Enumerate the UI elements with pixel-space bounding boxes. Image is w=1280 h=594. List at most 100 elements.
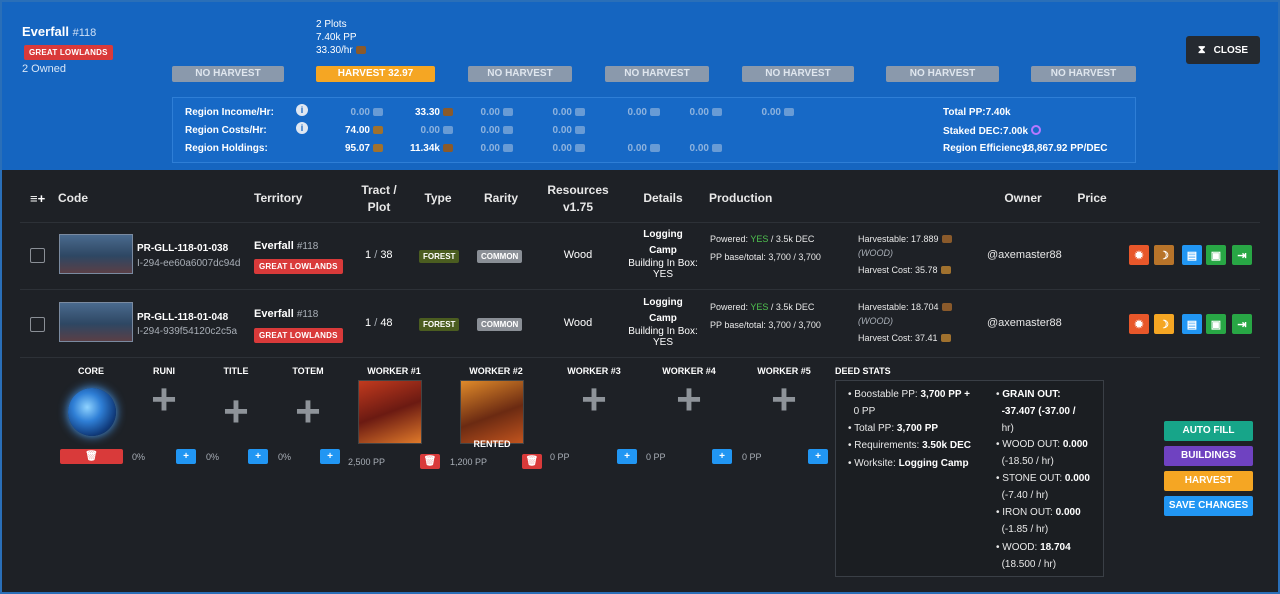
header-resources-version: v1.75	[562, 200, 594, 214]
costs-wood: 0.00	[383, 125, 453, 136]
save-changes-button[interactable]: SAVE CHANGES	[1164, 496, 1253, 516]
harvest-cost: Harvest Cost: 35.78	[858, 265, 938, 275]
add-worker-3-button[interactable]: +	[617, 449, 637, 464]
add-title-button[interactable]: +	[248, 449, 268, 464]
header-territory[interactable]: Territory	[254, 191, 303, 205]
harvest-button-4[interactable]: NO HARVEST	[605, 66, 709, 82]
income-stone: 0.00	[453, 107, 513, 118]
deed-wood-label: WOOD:	[1002, 542, 1041, 553]
harvest-button-3[interactable]: NO HARVEST	[468, 66, 572, 82]
owner-name[interactable]: @axemaster88	[987, 317, 1062, 329]
add-worker-3-icon[interactable]: +	[581, 375, 607, 424]
close-button[interactable]: ⧗ CLOSE	[1186, 36, 1260, 64]
header-rarity[interactable]: Rarity	[483, 191, 518, 205]
plot-thumbnail[interactable]	[59, 234, 133, 274]
details-line-4: YES	[652, 337, 673, 348]
remove-worker-2-button[interactable]: 🗑	[522, 454, 542, 469]
add-worker-5-button[interactable]: +	[808, 449, 828, 464]
harvest-button-5[interactable]: NO HARVEST	[742, 66, 854, 82]
harvest-button[interactable]: HARVEST	[1164, 471, 1253, 491]
territory-number: #118	[296, 241, 319, 252]
slot-label-totem: TOTEM	[292, 366, 324, 376]
core-orb-icon[interactable]	[68, 388, 116, 436]
costs-info-icon[interactable]: i	[296, 122, 308, 134]
transfer-icon[interactable]: ⇥	[1232, 245, 1252, 265]
add-runi-button[interactable]: +	[176, 449, 196, 464]
add-worker-5-icon[interactable]: +	[771, 375, 797, 424]
rarity-badge: COMMON	[477, 318, 523, 331]
income-iron: 0.00	[513, 107, 585, 118]
income-sps-value: 0.00	[761, 107, 781, 118]
holdings-wood: 11.34k	[383, 143, 453, 154]
type-badge: FOREST	[419, 318, 460, 331]
territory-badge-wrap: GREAT LOWLANDS	[254, 256, 343, 274]
territory-badge: GREAT LOWLANDS	[254, 328, 343, 343]
store-icon[interactable]: ▤	[1182, 245, 1202, 265]
header-tract-plot[interactable]: Tract / Plot	[354, 183, 404, 214]
header-production[interactable]: Production	[709, 191, 773, 205]
header-type[interactable]: Type	[424, 191, 452, 205]
store-icon[interactable]: ▤	[1182, 314, 1202, 334]
plot-code[interactable]: PR-GLL-118-01-038	[137, 243, 229, 254]
harvest-cost: Harvest Cost: 37.41	[858, 333, 938, 343]
header-price[interactable]: Price	[1077, 191, 1107, 205]
pp-line: PP base/total: 3,700 / 3,700	[710, 320, 821, 330]
harvest-resource: (WOOD)	[858, 316, 893, 326]
income-label: Region Income/Hr:	[185, 107, 274, 118]
add-totem-button[interactable]: +	[320, 449, 340, 464]
harvest-cost-line: Harvest Cost: 35.78	[858, 265, 951, 275]
region-header: Everfall #118 GREAT LOWLANDS 2 Owned 2 P…	[2, 2, 1278, 170]
plot-code[interactable]: PR-GLL-118-01-048	[137, 312, 229, 323]
column-menu-icon[interactable]: ≡+	[30, 191, 46, 206]
wood-icon	[443, 108, 453, 116]
remove-core-button[interactable]: 🗑	[60, 449, 123, 464]
harvestable-line: Harvestable: 17.889	[858, 234, 952, 244]
gear-icon[interactable]: ✹	[1129, 314, 1149, 334]
sickle-icon[interactable]: ☽	[1154, 314, 1174, 334]
harvest-button-6[interactable]: NO HARVEST	[886, 66, 999, 82]
lock-icon[interactable]: ▣	[1206, 245, 1226, 265]
region-stats-box: Region Income/Hr: Region Costs/Hr: Regio…	[172, 97, 1136, 163]
income-wood: 33.30	[383, 107, 453, 118]
harvest-button-1[interactable]: NO HARVEST	[172, 66, 284, 82]
auto-fill-button[interactable]: AUTO FILL	[1164, 421, 1253, 441]
holdings-stone: 0.00	[453, 143, 513, 154]
add-totem-icon[interactable]: +	[295, 387, 321, 436]
add-title-icon[interactable]: +	[223, 387, 249, 436]
iron-icon	[575, 108, 585, 116]
buildings-button[interactable]: BUILDINGS	[1164, 446, 1253, 466]
slot-label-runi: RUNI	[153, 366, 175, 376]
plots-count: 2 Plots	[316, 19, 347, 30]
lock-icon[interactable]: ▣	[1206, 314, 1226, 334]
owner-name[interactable]: @axemaster88	[987, 249, 1062, 261]
row-checkbox[interactable]	[30, 317, 45, 332]
remove-worker-1-button[interactable]: 🗑	[420, 454, 440, 469]
runi-value: 0%	[132, 452, 146, 462]
header-code[interactable]: Code	[58, 191, 88, 205]
region-badge-wrap: GREAT LOWLANDS	[24, 42, 113, 60]
deed-stone-out-value: 0.000	[1064, 473, 1090, 484]
income-stone-value: 0.00	[480, 107, 500, 118]
header-resources[interactable]: Resources v1.75	[542, 183, 614, 214]
income-info-icon[interactable]: i	[296, 104, 308, 116]
row-divider	[20, 222, 1260, 223]
harvest-button-7[interactable]: NO HARVEST	[1031, 66, 1136, 82]
add-runi-icon[interactable]: +	[151, 375, 177, 424]
row-checkbox[interactable]	[30, 248, 45, 263]
add-worker-4-button[interactable]: +	[712, 449, 732, 464]
add-worker-4-icon[interactable]: +	[676, 375, 702, 424]
deed-worksite-label: Worksite:	[854, 458, 899, 469]
worker-2-card[interactable]	[460, 380, 524, 444]
header-owner[interactable]: Owner	[1004, 191, 1042, 205]
harvest-button-2[interactable]: HARVEST 32.97	[316, 66, 435, 82]
staked-dec: Staked DEC:7.00k	[943, 126, 1029, 137]
slot-label-title: TITLE	[223, 366, 249, 376]
plot-thumbnail[interactable]	[59, 302, 133, 342]
worker-1-card[interactable]	[358, 380, 422, 444]
header-details[interactable]: Details	[643, 191, 683, 205]
gear-icon[interactable]: ✹	[1129, 245, 1149, 265]
sickle-icon[interactable]: ☽	[1154, 245, 1174, 265]
details-line-3: Building In Box:	[628, 326, 698, 337]
research-icon	[650, 144, 660, 152]
transfer-icon[interactable]: ⇥	[1232, 314, 1252, 334]
